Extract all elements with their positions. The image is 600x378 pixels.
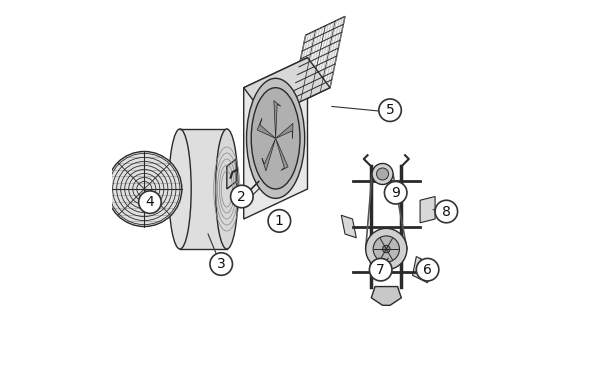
Circle shape: [210, 253, 232, 275]
Circle shape: [377, 168, 389, 180]
Circle shape: [107, 152, 182, 226]
Circle shape: [230, 185, 253, 208]
Polygon shape: [371, 287, 401, 305]
Circle shape: [365, 228, 407, 270]
Text: 2: 2: [238, 189, 246, 203]
Text: 9: 9: [391, 186, 400, 200]
Polygon shape: [262, 138, 275, 171]
Polygon shape: [290, 16, 345, 107]
Polygon shape: [274, 101, 281, 138]
Circle shape: [383, 245, 390, 253]
Ellipse shape: [247, 78, 305, 198]
Circle shape: [373, 236, 400, 262]
Polygon shape: [275, 138, 288, 170]
Text: 6: 6: [423, 263, 432, 277]
Polygon shape: [341, 215, 356, 238]
Circle shape: [379, 99, 401, 121]
Text: 8: 8: [442, 204, 451, 218]
Text: 5: 5: [386, 103, 394, 117]
Circle shape: [268, 210, 290, 232]
Polygon shape: [180, 129, 227, 249]
Ellipse shape: [215, 129, 238, 249]
Text: 7: 7: [376, 263, 385, 277]
Ellipse shape: [169, 129, 191, 249]
Text: 3: 3: [217, 257, 226, 271]
Circle shape: [370, 259, 392, 281]
Circle shape: [139, 191, 161, 214]
Polygon shape: [413, 257, 431, 283]
Text: 4: 4: [146, 195, 154, 209]
Ellipse shape: [251, 88, 300, 189]
Circle shape: [435, 200, 458, 223]
Polygon shape: [244, 58, 308, 219]
Polygon shape: [257, 118, 275, 138]
Polygon shape: [275, 123, 293, 138]
Polygon shape: [420, 197, 435, 223]
Polygon shape: [227, 159, 236, 189]
Circle shape: [385, 181, 407, 204]
Circle shape: [372, 163, 393, 184]
Text: 1: 1: [275, 214, 284, 228]
Circle shape: [416, 259, 439, 281]
Polygon shape: [244, 58, 330, 118]
